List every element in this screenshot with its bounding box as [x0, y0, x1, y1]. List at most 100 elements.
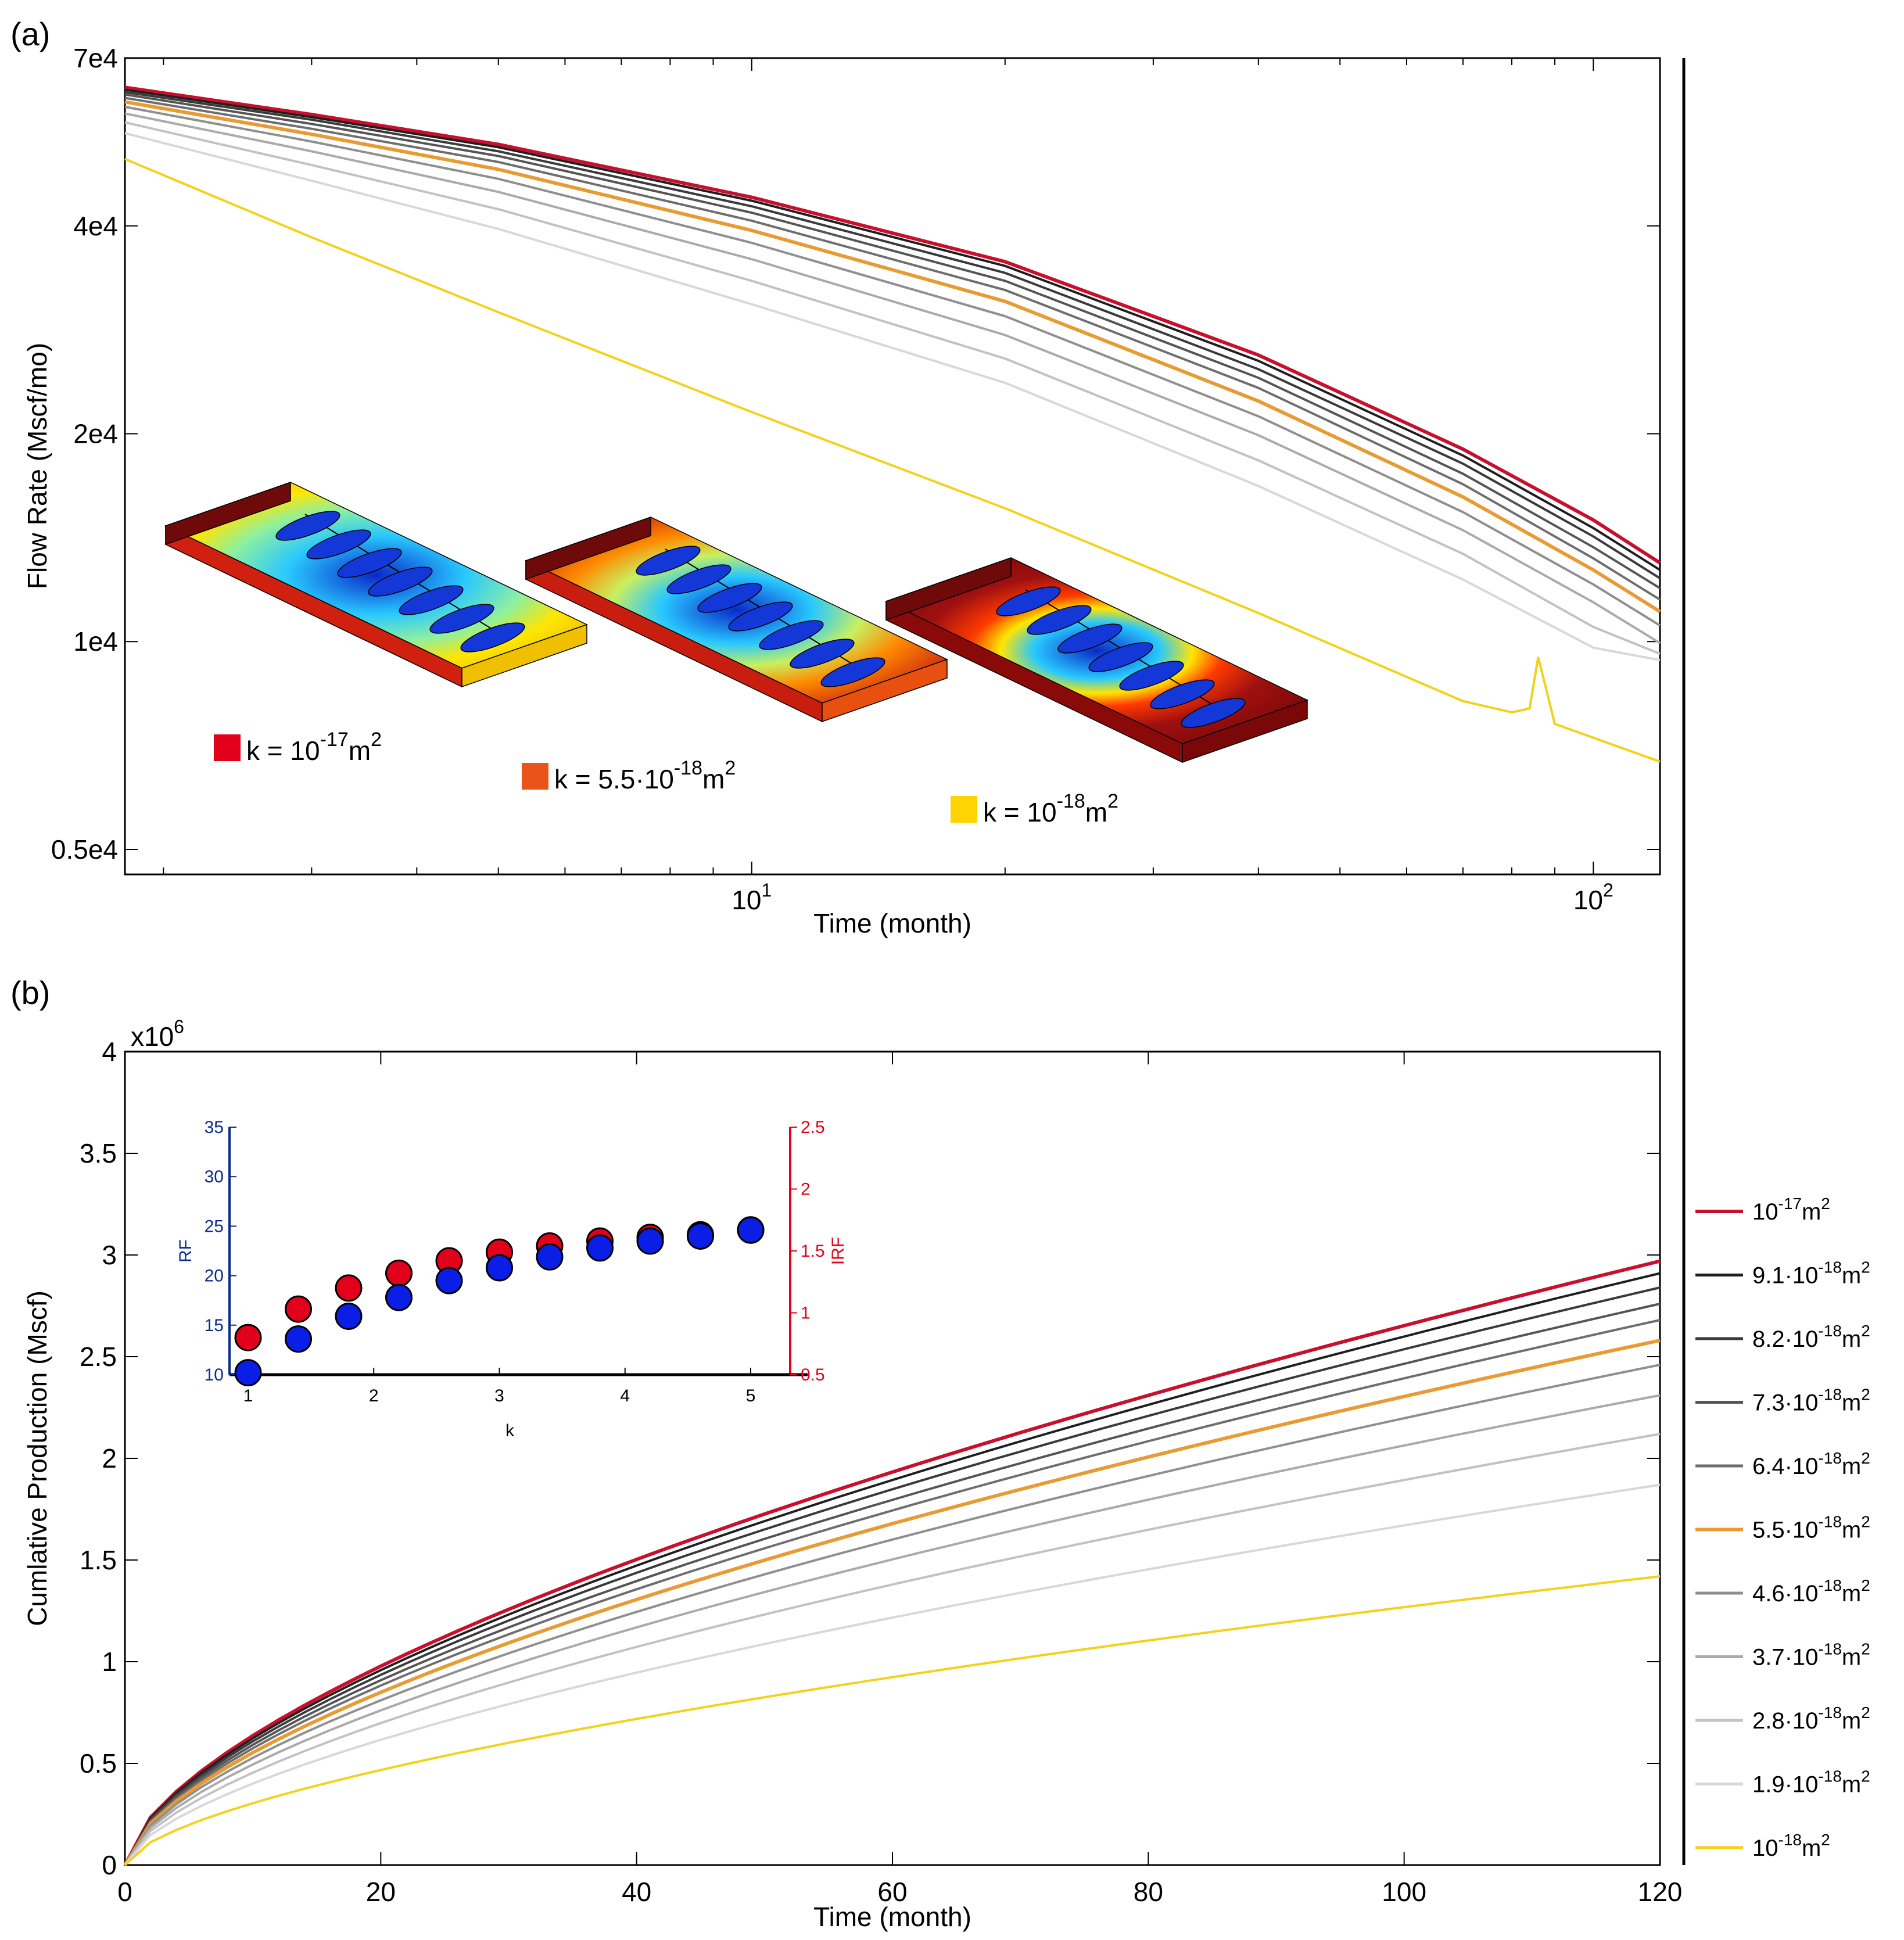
reservoir-simulation-insets: k = 10-17m2 k = 5.5·10-18m2 k = 10-18m2 — [164, 481, 1308, 827]
y-tick-label-b: 0 — [102, 1850, 117, 1880]
inset-x-label: k — [505, 1421, 515, 1440]
y-tick-label-b: 1.5 — [80, 1545, 117, 1575]
legend-label: 1.9·10-18m2 — [1752, 1767, 1870, 1798]
inset-left-tick-label: 35 — [205, 1118, 224, 1137]
cumulative-line — [124, 1575, 1661, 1866]
x-axis-label-a: Time (month) — [813, 908, 971, 938]
inset-right-label: IRF — [829, 1237, 848, 1265]
legend-label: 10-18m2 — [1752, 1831, 1830, 1861]
y-tick-label-b: 2 — [102, 1443, 117, 1473]
x-tick-label-b: 0 — [117, 1877, 132, 1907]
fracture-ellipse — [697, 583, 762, 613]
fracture-ellipse — [1088, 642, 1153, 672]
inset-swatch — [522, 763, 548, 790]
flow-rate-line — [124, 96, 1661, 601]
rf-point — [385, 1283, 413, 1311]
y-tick-label-b: 4 — [102, 1037, 117, 1067]
cumulative-line — [124, 1286, 1661, 1866]
slab-side — [1182, 699, 1308, 763]
fracture-ellipse — [429, 604, 494, 634]
inset-right-tick-label: 1.5 — [801, 1242, 825, 1261]
fracture-ellipse — [1150, 679, 1215, 709]
rf-point — [687, 1222, 714, 1250]
panel-label-b: (b) — [10, 974, 50, 1011]
y-multiplier: x106 — [131, 1016, 184, 1052]
inset-x-tick-label: 2 — [369, 1386, 379, 1405]
legend-label: 10-17m2 — [1752, 1195, 1830, 1225]
legend-label: 5.5·10-18m2 — [1752, 1513, 1870, 1543]
flow-rate-chart: 101 102 0.5e4 1e4 2e4 4e4 7e4 k = 10-17m2 k = 5… — [22, 43, 1661, 938]
x-tick-label-a: 102 — [1573, 880, 1613, 915]
reservoir-slab — [164, 481, 588, 688]
inset-left-tick-label: 25 — [205, 1217, 224, 1236]
cumulative-line — [124, 1319, 1661, 1866]
rf-point — [636, 1227, 664, 1255]
legend-label: 8.2·10-18m2 — [1752, 1322, 1870, 1352]
inset-label: k = 5.5·10-18m2 — [554, 757, 736, 794]
legend-label: 4.6·10-18m2 — [1752, 1576, 1870, 1606]
fracture-ellipse — [306, 529, 371, 560]
inset-left-label: RF — [176, 1239, 195, 1263]
fracture-ellipse — [337, 548, 402, 578]
fracture-ellipse — [1057, 623, 1123, 654]
irf-point — [285, 1295, 312, 1323]
fracture-ellipse — [636, 546, 701, 576]
y-tick-label-b: 2.5 — [80, 1342, 117, 1372]
x-tick-label-b: 80 — [1134, 1877, 1163, 1907]
rf-point — [435, 1267, 463, 1294]
fracture-ellipse — [1027, 605, 1092, 635]
inset-left-tick-label: 15 — [205, 1316, 224, 1335]
inset-x-tick-label: 1 — [243, 1386, 253, 1405]
slab-back — [525, 516, 651, 580]
cumulative-line — [124, 1483, 1661, 1866]
irf-point — [234, 1324, 262, 1351]
inset-right-tick-label: 2.5 — [801, 1118, 825, 1137]
y-axis-label-b: Cumlative Production (Mscf) — [22, 1290, 52, 1626]
rf-point — [335, 1302, 363, 1330]
flow-rate-line — [124, 121, 1661, 655]
cumulative-line — [124, 1364, 1661, 1866]
inset-swatch — [951, 796, 977, 823]
flow-rate-line — [124, 88, 1661, 571]
cumulative-line — [124, 1272, 1661, 1866]
y-tick-label-a: 7e4 — [73, 43, 118, 73]
y-tick-label-b: 3 — [102, 1240, 117, 1270]
x-tick-label-b: 40 — [622, 1877, 651, 1907]
fracture-ellipse — [666, 564, 732, 594]
rf-point — [737, 1216, 765, 1244]
y-tick-label-a: 0.5e4 — [51, 834, 118, 865]
flow-rate-line — [124, 100, 1661, 614]
inset-label: k = 10-17m2 — [246, 729, 382, 766]
legend-label: 6.4·10-18m2 — [1752, 1449, 1870, 1479]
x-tick-label-b: 20 — [366, 1877, 396, 1907]
y-axis-label-a: Flow Rate (Mscf/mo) — [22, 343, 52, 589]
irf-point — [385, 1259, 413, 1287]
fracture-ellipse — [1181, 698, 1246, 728]
y-tick-label-a: 1e4 — [73, 626, 118, 657]
fracture-ellipse — [728, 601, 793, 632]
inset-right-tick-label: 1 — [801, 1304, 811, 1323]
x-tick-label-b: 120 — [1638, 1877, 1683, 1907]
fracture-ellipse — [368, 566, 433, 597]
cumulative-line — [124, 1394, 1661, 1866]
x-tick-label-a: 101 — [732, 880, 772, 915]
legend-label: 3.7·10-18m2 — [1752, 1640, 1870, 1670]
plot-frame-b — [124, 1050, 1661, 1866]
reservoir-slab — [525, 516, 948, 723]
inset-swatch — [214, 734, 241, 761]
fracture-ellipse — [820, 657, 885, 687]
slab-back — [885, 557, 1012, 621]
cumulative-line — [123, 1259, 1661, 1866]
flow-rate-line — [124, 93, 1661, 590]
rf-point — [586, 1234, 614, 1262]
y-tick-label-b: 1 — [102, 1647, 117, 1677]
inset-left-tick-label: 10 — [205, 1365, 224, 1385]
fracture-ellipse — [275, 511, 340, 541]
flow-rate-line — [124, 157, 1661, 763]
inset-x-tick-label: 5 — [746, 1386, 756, 1405]
inset-right-tick-label: 2 — [801, 1180, 811, 1199]
flow-rate-line — [124, 105, 1661, 627]
inset-left-tick-label: 30 — [205, 1167, 224, 1186]
